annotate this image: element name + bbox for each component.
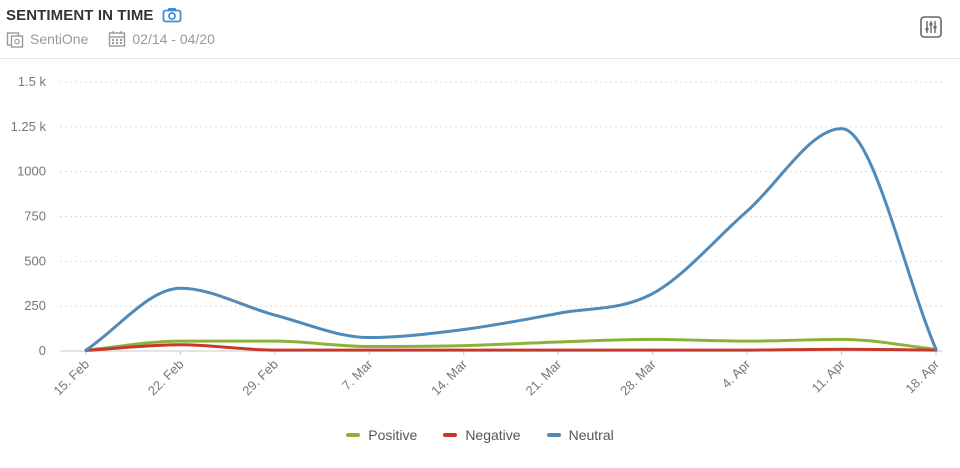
source-label: SentiOne [30,31,89,47]
y-tick-label: 1.5 k [18,74,47,89]
legend-label: Positive [368,427,418,443]
x-tick-label: 18. Apr [902,356,942,396]
calendar-icon [108,30,126,48]
legend-item-positive[interactable]: Positive [346,427,417,443]
settings-sliders-icon[interactable] [920,16,942,38]
grid-lines [60,81,942,355]
chart-legend: Positive Negative Neutral [0,427,960,443]
y-tick-label: 750 [24,209,46,224]
source-icon [6,30,24,48]
x-tick-label: 14. Mar [428,356,470,398]
legend-swatch [346,433,361,437]
legend-label: Negative [465,427,521,443]
sentiment-chart: 0 250 500 750 1000 1.25 k 1.5 k 15. Feb 22. Feb… [11,74,943,398]
series-lines [84,127,938,352]
chart-header: SENTIMENT IN TIME SentiOne [6,4,960,58]
x-tick-label: 28. Mar [617,356,659,398]
x-tick-label: 21. Mar [523,356,565,398]
x-tick-label: 4. Apr [719,356,754,391]
y-tick-label: 500 [24,253,46,268]
x-axis-labels: 15. Feb 22. Feb 29. Feb 7. Mar 14. Mar 21. Ma… [50,356,942,398]
series-line-neutral[interactable] [84,127,938,352]
x-tick-label: 22. Feb [145,357,187,399]
legend-swatch [546,433,561,437]
legend-item-negative[interactable]: Negative [443,427,521,443]
x-tick-label: 7. Mar [339,356,376,393]
series-line-negative[interactable] [84,343,938,352]
date-range[interactable]: 02/14 - 04/20 [132,31,215,47]
x-tick-label: 11. Apr [809,356,849,396]
y-tick-label: 250 [24,298,46,313]
x-tick-label: 29. Feb [239,357,281,399]
camera-icon[interactable] [162,7,182,23]
x-tick-label: 15. Feb [50,357,92,399]
header-divider [0,58,960,59]
chart-meta: SentiOne 02/14 - 04/20 [6,30,960,48]
y-tick-label: 1000 [17,164,46,179]
y-tick-label: 1.25 k [11,119,47,134]
y-axis-labels: 0 250 500 750 1000 1.25 k 1.5 k [11,74,47,358]
series-line-positive[interactable] [84,337,938,352]
title-row: SENTIMENT IN TIME [6,4,960,26]
legend-swatch [443,433,458,437]
y-tick-label: 0 [39,343,46,358]
legend-item-neutral[interactable]: Neutral [546,427,614,443]
chart-title: SENTIMENT IN TIME [6,6,154,24]
legend-label: Neutral [568,427,614,443]
